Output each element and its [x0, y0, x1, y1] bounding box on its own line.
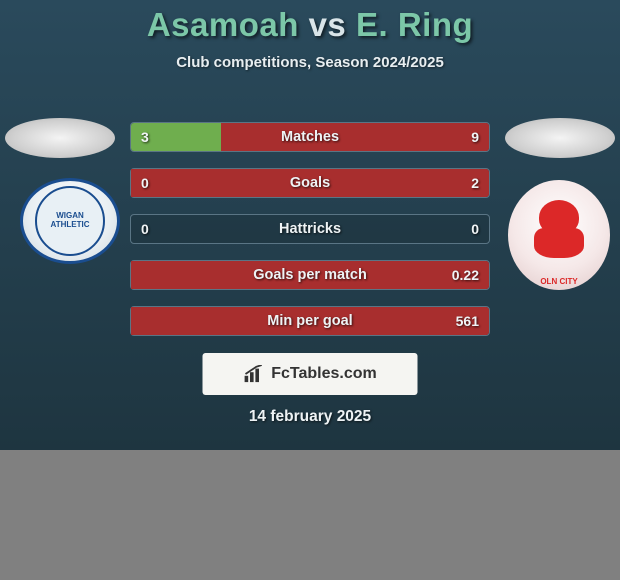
player2-avatar [505, 118, 615, 158]
stat-bar-right [221, 123, 490, 151]
stat-row: 3 Matches 9 [130, 122, 490, 152]
stat-right-value: 0 [461, 215, 489, 243]
vs-separator: vs [309, 6, 347, 43]
stat-row: Goals per match 0.22 [130, 260, 490, 290]
stat-right-value: 9 [461, 123, 489, 151]
subtitle: Club competitions, Season 2024/2025 [0, 54, 620, 71]
stats-container: 3 Matches 9 0 Goals 2 0 Hattricks 0 Goals per mat… [130, 122, 490, 352]
stat-left-value: 0 [131, 215, 159, 243]
imp-icon [529, 200, 589, 270]
date-text: 14 february 2025 [0, 408, 620, 426]
stat-row: Min per goal 561 [130, 306, 490, 336]
brand-text: FcTables.com [271, 365, 377, 383]
player2-name: E. Ring [356, 6, 473, 43]
stat-right-value: 0.22 [442, 261, 489, 289]
club-badge-right: OLN CITY [508, 180, 610, 290]
stat-label: Min per goal [267, 313, 352, 329]
stat-label: Matches [281, 129, 339, 145]
club-badge-left-text: WIGAN ATHLETIC [35, 186, 105, 256]
stat-left-value: 3 [131, 123, 159, 151]
club-badge-right-text: OLN CITY [508, 277, 610, 286]
comparison-card: Asamoah vs E. Ring Club competitions, Se… [0, 0, 620, 450]
club-badge-left: WIGAN ATHLETIC [20, 178, 120, 264]
stat-label: Goals per match [253, 267, 367, 283]
stat-row: 0 Hattricks 0 [130, 214, 490, 244]
chart-icon [243, 365, 265, 383]
player1-name: Asamoah [147, 6, 299, 43]
stat-right-value: 2 [461, 169, 489, 197]
brand-box[interactable]: FcTables.com [203, 353, 418, 395]
stat-right-value: 561 [446, 307, 489, 335]
stat-left-value [131, 307, 151, 335]
stat-left-value [131, 261, 151, 289]
stat-row: 0 Goals 2 [130, 168, 490, 198]
player1-avatar [5, 118, 115, 158]
page-title: Asamoah vs E. Ring [0, 6, 620, 44]
stat-left-value: 0 [131, 169, 159, 197]
stat-label: Hattricks [279, 221, 341, 237]
stat-label: Goals [290, 175, 330, 191]
